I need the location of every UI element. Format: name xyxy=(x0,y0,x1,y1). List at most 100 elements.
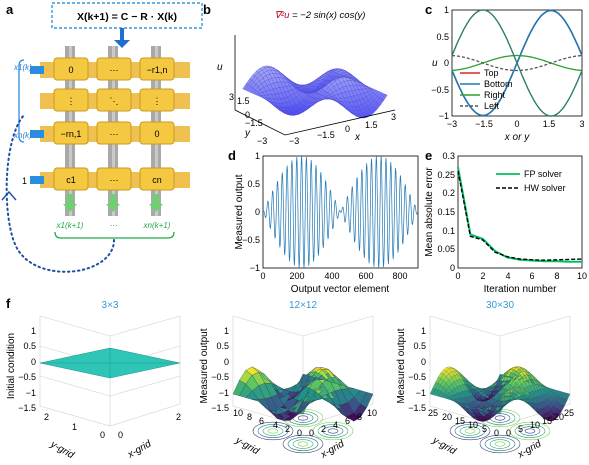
panel-label-d: d xyxy=(228,148,236,163)
z-tick: 1 xyxy=(421,326,426,336)
cell-text: ⋮ xyxy=(153,96,162,106)
x-tick-label: 4 xyxy=(505,271,510,281)
contour-line xyxy=(454,424,486,438)
panel-c-chart: 1 0.5 0 −0.5 −1 −3 −1.5 0 1.5 3 x or y u… xyxy=(431,5,584,143)
cell-text: c1 xyxy=(66,175,76,185)
z-tick: −1 xyxy=(416,388,426,398)
series-line-boundary-arc xyxy=(451,9,583,117)
legend-hw: HW solver xyxy=(524,183,566,193)
panel-b-title-suffix: = −2 sin(x) cos(y) xyxy=(289,10,365,21)
panel-a-schematic: X(k+1) = C − R · X(k) 0 ⋯ −r1,n ⋮ xyxy=(1,2,203,273)
contour-line xyxy=(514,424,546,438)
x-tick-label: −3 xyxy=(447,119,457,129)
contour-line xyxy=(494,415,506,421)
series-line-left xyxy=(451,54,583,72)
f2-title: 12×12 xyxy=(289,300,318,311)
panel-label-a: a xyxy=(6,2,14,17)
x-tick: 2 xyxy=(321,424,326,434)
z-tick: 0 xyxy=(421,357,426,367)
x-tick: 15 xyxy=(542,416,552,426)
f3-zlabel: Measured output xyxy=(396,328,407,403)
legend-fp: FP solver xyxy=(524,169,562,179)
series-lines xyxy=(457,167,583,263)
e-ylabel: Mean absolute error xyxy=(424,167,435,257)
x-tick: 4 xyxy=(333,420,338,430)
output-label-x1: x1(k+1) xyxy=(56,221,84,230)
cell-text: cn xyxy=(152,175,162,185)
x-tick: 20 xyxy=(554,412,564,422)
contour-line xyxy=(297,441,309,447)
y-tick: 20 xyxy=(442,412,452,422)
contour-line xyxy=(267,428,279,434)
contour-line xyxy=(297,415,309,421)
x-tick: 0 xyxy=(118,430,123,440)
y-tick-label: 0.25 xyxy=(437,170,455,180)
panel-label-f: f xyxy=(6,296,11,311)
contour-line xyxy=(317,424,349,438)
f2-zlabel: Measured output xyxy=(199,328,210,403)
z-tick: 0.5 xyxy=(413,341,426,351)
f-subplot-1: 3×3 Initial condition 1 0.5 0 −0.5 −1 −1… xyxy=(6,300,181,461)
x-tick-label: 2 xyxy=(480,271,485,281)
contour-line xyxy=(519,426,541,436)
f1-ylabel: y-grid xyxy=(48,439,76,462)
series-line-fp-solver xyxy=(457,167,582,263)
x-tick-label: 1.5 xyxy=(543,119,556,129)
output-bracket xyxy=(54,231,175,239)
surface-mesh xyxy=(242,65,388,119)
f2-ylabel: y-grid xyxy=(233,435,261,458)
contour-line xyxy=(484,437,516,451)
e-legend: FP solver HW solver xyxy=(496,169,566,193)
x-tick-label: 0 xyxy=(260,271,265,281)
contour-line xyxy=(322,426,344,436)
panel-e-chart: 0.3 0.25 0.2 0.15 0.1 0.05 0 0 2 4 6 8 1… xyxy=(424,151,587,295)
tick: 0 xyxy=(245,110,250,120)
y-tick-label: 0.1 xyxy=(442,226,455,236)
cell-text: 0 xyxy=(68,65,73,75)
input-bracket xyxy=(18,59,25,143)
panel-label-e: e xyxy=(425,148,433,163)
z-tick: −1.5 xyxy=(408,403,426,413)
contour-line xyxy=(282,434,324,454)
y-tick: 6 xyxy=(259,416,264,426)
y-tick-label: 0.5 xyxy=(436,32,449,42)
feedback-arrowhead xyxy=(1,190,17,201)
legend-bottom: Bottom xyxy=(484,79,513,89)
panel-b-ylabel: y xyxy=(244,128,251,139)
f3-ylabel: y-grid xyxy=(430,435,458,458)
y-tick-label: 1 xyxy=(255,151,260,161)
cell-text: ⋯ xyxy=(110,175,119,185)
cell-text: ⋯ xyxy=(110,65,119,75)
y-tick-label: −1 xyxy=(439,111,449,121)
z-tick: −0.5 xyxy=(18,372,36,382)
f3-title: 30×30 xyxy=(486,300,515,311)
x-tick: 5 xyxy=(518,424,523,434)
contour-line xyxy=(494,441,506,447)
contour-line xyxy=(479,434,521,454)
x-tick-label: −1.5 xyxy=(475,119,493,129)
contour-line xyxy=(312,421,354,441)
y-tick-label: 0.2 xyxy=(442,188,455,198)
cell-text: ⋮ xyxy=(67,96,76,106)
plot-area xyxy=(457,155,583,269)
f-subplot-2: 12×12 Measured output 1 0.5 0 −0.5 −1 −1… xyxy=(199,300,377,461)
z-tick: −0.5 xyxy=(211,372,229,382)
x-tick-label: 3 xyxy=(579,119,584,129)
contour-line xyxy=(292,439,314,449)
crossbar-cells xyxy=(53,57,175,191)
y-tick-label: 1 xyxy=(444,5,449,15)
x-tick-label: 6 xyxy=(529,271,534,281)
surface-cell xyxy=(242,83,249,90)
y-tick-label: 0 xyxy=(255,207,260,217)
legend-top: Top xyxy=(484,68,499,78)
c-ylabel: u xyxy=(432,58,438,69)
contour-line xyxy=(287,437,319,451)
z-tick: 1 xyxy=(224,326,229,336)
legend-left: Left xyxy=(484,101,500,111)
contour-line xyxy=(252,421,294,441)
contour-line xyxy=(449,421,491,441)
x-tick: 25 xyxy=(564,408,574,418)
y-tick-label: −0.5 xyxy=(242,235,260,245)
feedback-loop xyxy=(5,114,115,273)
contour-line xyxy=(509,421,551,441)
